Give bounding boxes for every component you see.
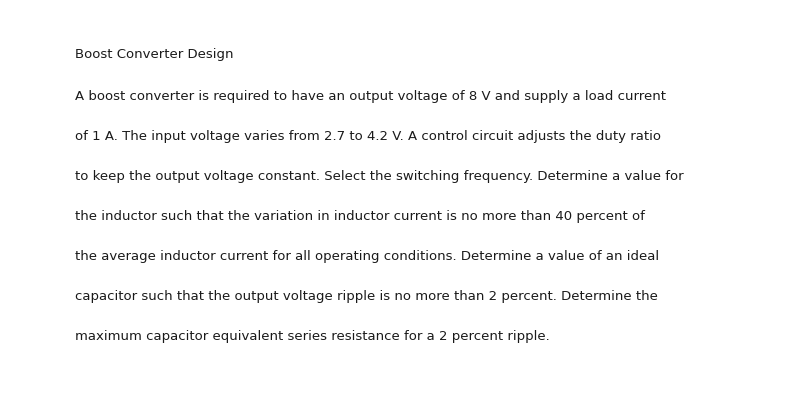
Text: maximum capacitor equivalent series resistance for a 2 percent ripple.: maximum capacitor equivalent series resi… bbox=[75, 330, 550, 343]
Text: the inductor such that the variation in inductor current is no more than 40 perc: the inductor such that the variation in … bbox=[75, 210, 645, 223]
Text: the average inductor current for all operating conditions. Determine a value of : the average inductor current for all ope… bbox=[75, 250, 659, 263]
Text: to keep the output voltage constant. Select the switching frequency. Determine a: to keep the output voltage constant. Sel… bbox=[75, 170, 684, 183]
Text: capacitor such that the output voltage ripple is no more than 2 percent. Determi: capacitor such that the output voltage r… bbox=[75, 290, 658, 303]
Text: of 1 A. The input voltage varies from 2.7 to 4.2 V. A control circuit adjusts th: of 1 A. The input voltage varies from 2.… bbox=[75, 130, 661, 143]
Text: A boost converter is required to have an output voltage of 8 V and supply a load: A boost converter is required to have an… bbox=[75, 90, 666, 103]
Text: Boost Converter Design: Boost Converter Design bbox=[75, 48, 234, 61]
